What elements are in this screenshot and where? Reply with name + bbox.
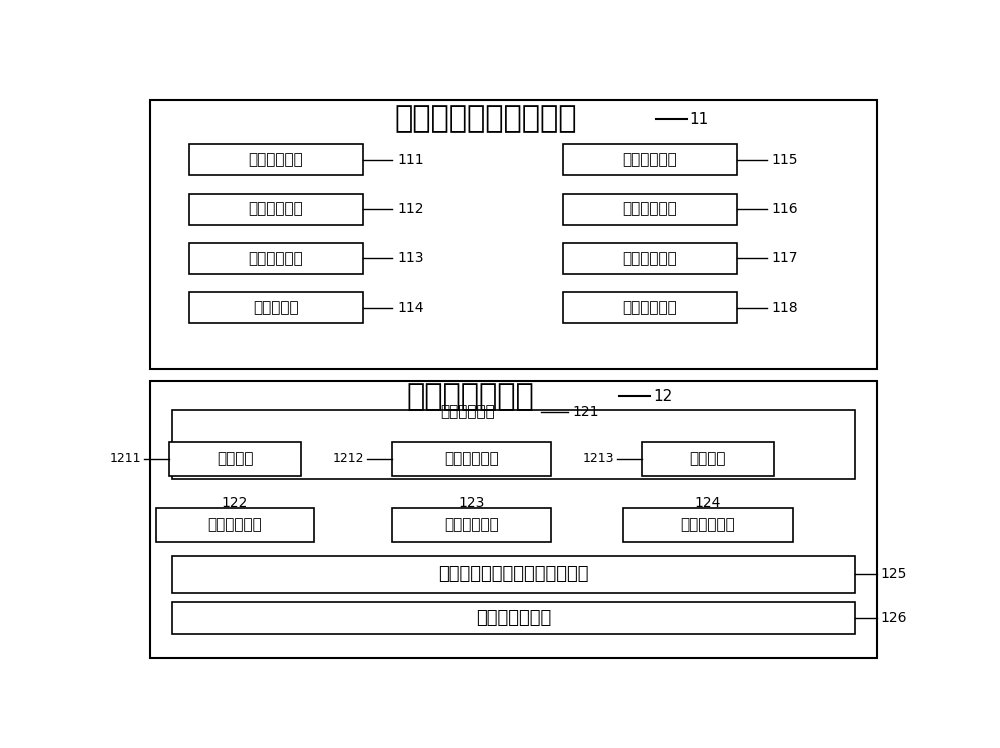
Text: 125: 125 xyxy=(881,567,907,581)
Text: 118: 118 xyxy=(771,301,798,315)
Bar xyxy=(563,243,737,274)
Bar xyxy=(172,602,855,634)
Text: 智能合约模块: 智能合约模块 xyxy=(444,518,499,533)
Bar xyxy=(563,292,737,323)
Bar xyxy=(189,292,363,323)
Text: 126: 126 xyxy=(881,611,907,625)
Bar xyxy=(189,243,363,274)
Text: 111: 111 xyxy=(397,153,424,167)
Bar xyxy=(172,410,855,479)
Text: 状态控制引擎: 状态控制引擎 xyxy=(680,518,735,533)
Text: 数据加解密: 数据加解密 xyxy=(253,300,299,315)
Text: 交易接口: 交易接口 xyxy=(217,451,253,466)
Text: 112: 112 xyxy=(397,202,424,216)
Text: 114: 114 xyxy=(397,301,424,315)
Bar xyxy=(623,508,793,542)
Text: 大文件存储引擎: 大文件存储引擎 xyxy=(476,609,551,627)
Text: 合同签署模块: 合同签署模块 xyxy=(623,251,677,266)
Bar xyxy=(169,441,301,476)
Bar xyxy=(392,508,551,542)
Bar xyxy=(189,144,363,175)
Text: 数据获取模块: 数据获取模块 xyxy=(623,300,677,315)
Text: 122: 122 xyxy=(222,496,248,510)
Text: 113: 113 xyxy=(397,251,424,266)
Text: 12: 12 xyxy=(654,389,673,404)
Bar xyxy=(172,556,855,592)
Text: 区块链交易账本（分布式账本）: 区块链交易账本（分布式账本） xyxy=(438,565,589,583)
Text: 登录认证模块: 登录认证模块 xyxy=(248,153,303,168)
Bar xyxy=(563,144,737,175)
Text: 124: 124 xyxy=(695,496,721,510)
Text: 1213: 1213 xyxy=(583,452,614,465)
Text: 电子合同签署应用系统: 电子合同签署应用系统 xyxy=(394,105,577,134)
Bar xyxy=(150,381,877,658)
Text: 121: 121 xyxy=(572,405,599,419)
Text: 密钥管理模块: 密钥管理模块 xyxy=(248,202,303,217)
Bar xyxy=(156,508,314,542)
Text: 11: 11 xyxy=(689,111,708,126)
Bar xyxy=(392,441,551,476)
Text: 合同审核模块: 合同审核模块 xyxy=(623,153,677,168)
Text: 116: 116 xyxy=(771,202,798,216)
Text: 123: 123 xyxy=(458,496,485,510)
Bar xyxy=(642,441,774,476)
Text: 监管接口: 监管接口 xyxy=(690,451,726,466)
Text: 数据查询接口: 数据查询接口 xyxy=(444,451,499,466)
Text: 1212: 1212 xyxy=(333,452,364,465)
Text: 接口服务模块: 接口服务模块 xyxy=(440,404,495,419)
Text: 合同上链模块: 合同上链模块 xyxy=(623,202,677,217)
Text: 117: 117 xyxy=(771,251,798,266)
Text: 115: 115 xyxy=(771,153,798,167)
Bar xyxy=(189,194,363,224)
Text: 电子签章模块: 电子签章模块 xyxy=(248,251,303,266)
Bar xyxy=(150,99,877,370)
Text: 电子合同区块链: 电子合同区块链 xyxy=(406,381,534,411)
Text: 1211: 1211 xyxy=(110,452,141,465)
Text: 交易构建模块: 交易构建模块 xyxy=(208,518,262,533)
Bar xyxy=(563,194,737,224)
